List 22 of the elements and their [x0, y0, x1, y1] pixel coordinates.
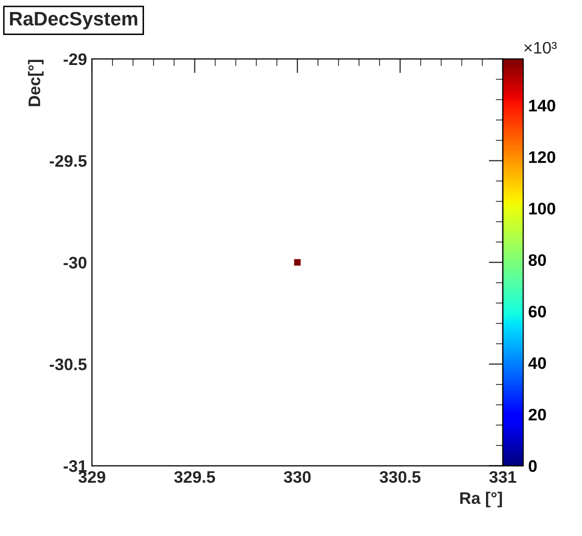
y-axis-title: Dec[°] — [28, 60, 44, 106]
color-bar-label: 0 — [528, 460, 537, 472]
text: ×10³ — [524, 42, 557, 54]
y-tick-label: -31 — [64, 460, 87, 472]
color-bar-label: 60 — [528, 306, 546, 318]
y-tick-label: -29.5 — [50, 155, 87, 167]
color-bar-label: 120 — [529, 151, 556, 164]
color-bar-label: 80 — [528, 254, 546, 266]
y-tick-label: -30.5 — [50, 358, 87, 370]
x-tick-label: 329 — [78, 471, 106, 483]
x-axis-title: Ra [°] — [460, 492, 502, 508]
x-tick-label: 331 — [489, 471, 516, 483]
color-bar-label: 20 — [528, 408, 546, 420]
color-bar-label: 140 — [529, 100, 556, 112]
y-tick-label: -30 — [64, 256, 86, 269]
x-tick-label: 330.5 — [380, 471, 421, 483]
x-tick-label: 330 — [284, 471, 311, 483]
x-tick-label: 329.5 — [174, 471, 216, 483]
y-tick-label: -29 — [64, 53, 86, 66]
color-bar-label: 100 — [529, 202, 556, 215]
color-bar-label: 40 — [528, 357, 546, 369]
chart-title: RaDecSystem — [10, 12, 138, 30]
